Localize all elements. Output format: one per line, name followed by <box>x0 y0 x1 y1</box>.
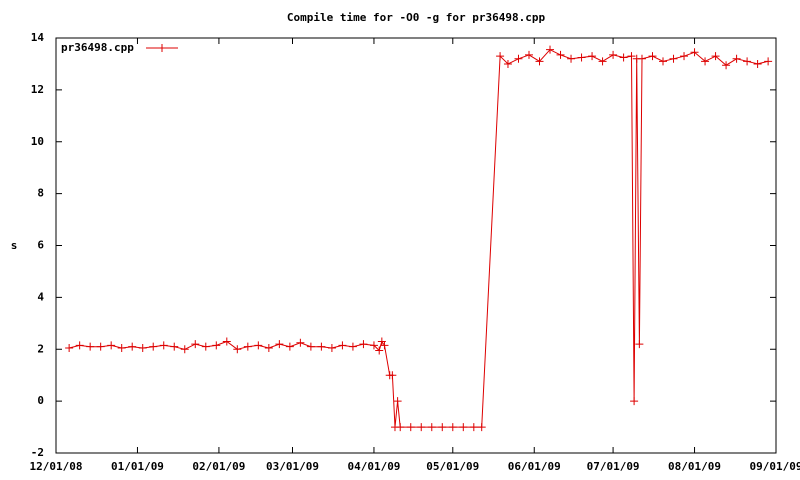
point <box>191 340 200 349</box>
point <box>388 371 397 380</box>
point <box>680 52 689 61</box>
point <box>138 343 147 352</box>
point <box>170 342 179 351</box>
y-tick-label: 10 <box>31 135 44 148</box>
y-tick-label: 4 <box>37 290 44 303</box>
point <box>635 340 644 349</box>
point <box>743 57 752 66</box>
point <box>630 397 639 406</box>
point <box>369 341 378 350</box>
x-tick-label: 01/01/09 <box>111 460 164 473</box>
point <box>406 423 415 432</box>
point <box>86 342 95 351</box>
point <box>503 59 512 68</box>
point <box>711 52 720 61</box>
point <box>117 343 126 352</box>
point <box>722 61 731 70</box>
legend-label: pr36498.cpp <box>61 41 134 54</box>
point <box>627 52 636 61</box>
point <box>753 59 762 68</box>
x-tick-label: 02/01/09 <box>192 460 245 473</box>
point <box>546 45 555 54</box>
x-tick-label: 05/01/09 <box>426 460 479 473</box>
point <box>96 342 105 351</box>
point <box>296 338 305 347</box>
point <box>264 343 273 352</box>
point <box>459 423 468 432</box>
point <box>598 57 607 66</box>
x-tick-label: 06/01/09 <box>508 460 561 473</box>
point <box>380 341 389 350</box>
point <box>732 54 741 63</box>
point <box>514 54 523 63</box>
point <box>233 345 242 354</box>
point <box>285 342 294 351</box>
point <box>669 54 678 63</box>
point <box>438 423 447 432</box>
point <box>327 343 336 352</box>
point <box>348 342 357 351</box>
point <box>637 54 646 63</box>
x-tick-label: 12/01/08 <box>30 460 83 473</box>
chart-title: Compile time for -O0 -g for pr36498.cpp <box>287 11 546 24</box>
point <box>359 340 368 349</box>
point <box>149 342 158 351</box>
y-tick-label: 8 <box>37 187 44 200</box>
y-tick-label: 0 <box>37 394 44 407</box>
point <box>254 341 263 350</box>
point <box>243 342 252 351</box>
point <box>375 346 384 355</box>
x-tick-label: 08/01/09 <box>668 460 721 473</box>
legend-marker <box>158 44 166 52</box>
point <box>477 423 486 432</box>
point <box>75 341 84 350</box>
point <box>556 50 565 59</box>
y-axis-label: s <box>11 239 18 252</box>
point <box>524 50 533 59</box>
point <box>338 341 347 350</box>
point <box>701 57 710 66</box>
y-tick-label: -2 <box>31 446 44 459</box>
y-tick-label: 6 <box>37 239 44 252</box>
x-tick-label: 09/01/09 <box>750 460 800 473</box>
point <box>619 53 628 62</box>
point <box>535 57 544 66</box>
x-tick-label: 07/01/09 <box>587 460 640 473</box>
data-line <box>68 49 769 428</box>
point <box>417 423 426 432</box>
point <box>396 423 405 432</box>
point <box>159 341 168 350</box>
point <box>469 423 478 432</box>
point <box>306 342 315 351</box>
y-tick-label: 12 <box>31 83 44 96</box>
point <box>690 48 699 57</box>
point <box>577 53 586 62</box>
point <box>65 343 74 352</box>
point <box>588 52 597 61</box>
point <box>496 52 505 61</box>
point <box>107 341 116 350</box>
y-tick-label: 14 <box>31 31 45 44</box>
point <box>222 337 231 346</box>
y-tick-label: 2 <box>37 342 44 355</box>
x-tick-label: 04/01/09 <box>347 460 400 473</box>
plot-frame <box>55 37 777 454</box>
point <box>212 341 221 350</box>
point <box>764 57 773 66</box>
point <box>609 50 618 59</box>
point <box>567 54 576 63</box>
point <box>448 423 457 432</box>
point <box>648 52 657 61</box>
point <box>393 397 402 406</box>
point <box>317 342 326 351</box>
point <box>427 423 436 432</box>
point <box>659 57 668 66</box>
x-tick-label: 03/01/09 <box>266 460 319 473</box>
point <box>180 345 189 354</box>
point <box>128 342 137 351</box>
point <box>275 340 284 349</box>
point <box>201 342 210 351</box>
